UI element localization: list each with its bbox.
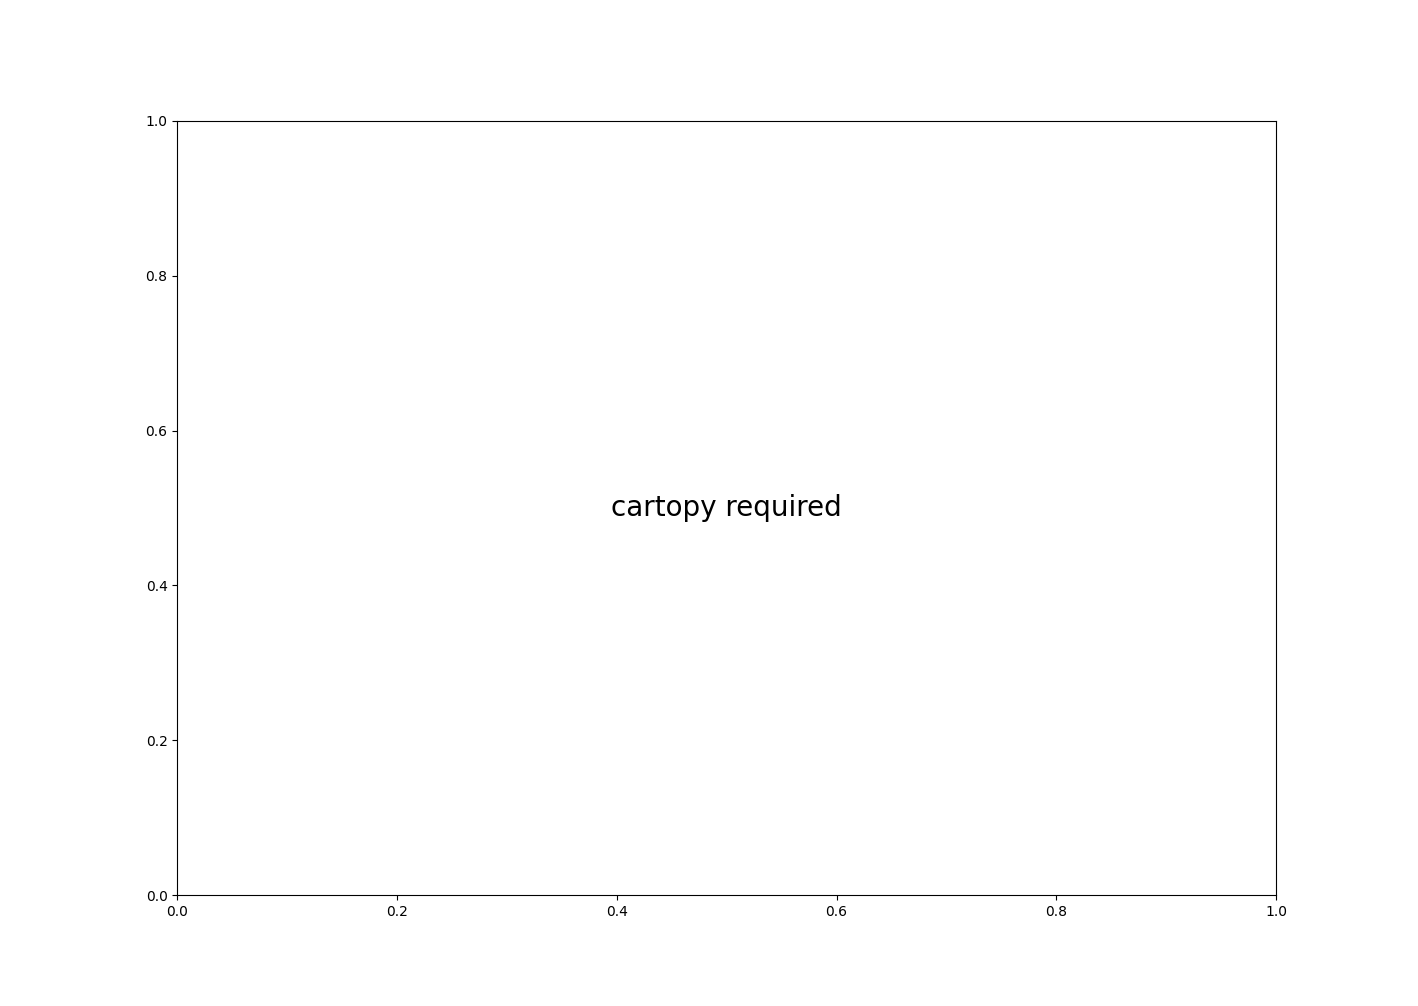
- Text: cartopy required: cartopy required: [611, 494, 842, 522]
